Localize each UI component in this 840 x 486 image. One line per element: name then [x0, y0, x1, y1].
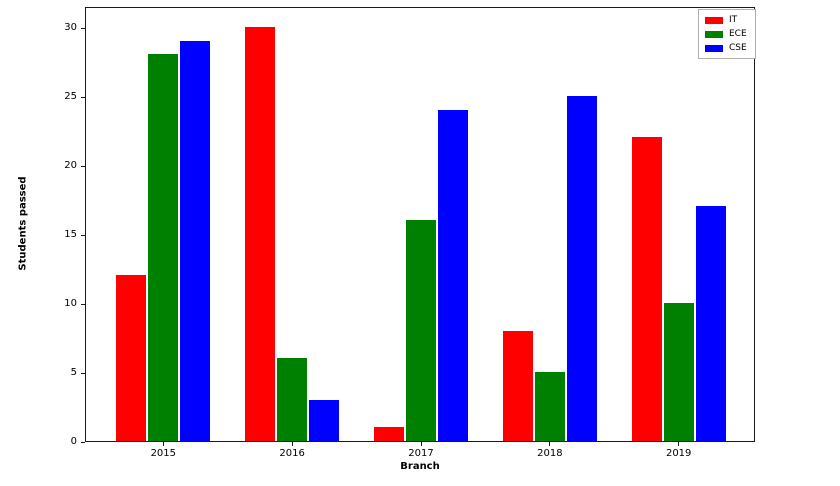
ece-series-swatch [705, 30, 723, 38]
x-tick-mark [291, 442, 293, 446]
bar-ece-2019 [663, 302, 694, 441]
it-series-swatch [705, 16, 723, 24]
bar-it-2019 [631, 137, 662, 441]
bar-ece-2017 [406, 220, 436, 441]
bar-cse-2019 [695, 206, 726, 441]
y-tick-label: 15 [64, 228, 77, 240]
y-tick-mark [81, 96, 85, 98]
y-tick-label: 25 [64, 90, 77, 102]
y-tick-label: 10 [64, 297, 77, 309]
bar-cse-2018 [566, 95, 597, 441]
bar-cse-2017 [438, 109, 468, 441]
x-tick-mark [420, 442, 422, 446]
y-tick-label: 30 [64, 21, 77, 33]
bar-ece-2015 [148, 54, 179, 441]
y-tick-label: 5 [70, 366, 77, 378]
y-tick-mark [81, 234, 85, 236]
x-tick-label: 2016 [279, 448, 305, 459]
legend-label-ece: ECE [729, 29, 747, 39]
legend-item-it: IT [705, 15, 747, 25]
y-tick-mark [81, 165, 85, 167]
y-tick-mark [81, 303, 85, 305]
bar-it-2015 [116, 275, 147, 441]
y-tick-label: 0 [70, 436, 77, 447]
y-tick-mark [81, 27, 85, 29]
legend: IT ECE CSE [698, 9, 756, 59]
y-tick-mark [81, 442, 85, 443]
bar-cse-2016 [309, 399, 340, 441]
y-tick-mark [81, 372, 85, 374]
legend-label-it: IT [729, 15, 738, 25]
x-tick-mark [678, 442, 680, 446]
bar-it-2017 [374, 427, 404, 441]
x-axis-label: Branch [400, 461, 440, 472]
x-tick-label: 2015 [150, 448, 177, 459]
legend-label-cse: CSE [729, 43, 747, 53]
bar-ece-2016 [277, 358, 308, 441]
y-axis-label: Students passed [17, 176, 29, 271]
bar-ece-2018 [534, 371, 565, 441]
legend-item-ece: ECE [705, 29, 747, 39]
cse-series-swatch [705, 44, 723, 52]
x-tick-label: 2018 [537, 448, 563, 459]
x-tick-label: 2017 [408, 448, 434, 459]
bar-it-2016 [245, 26, 276, 441]
x-tick-mark [162, 442, 164, 446]
plot-area: 2015 2016 2017 2018 2019 0 5 10 15 20 25 30 [64, 7, 755, 459]
x-tick-mark [549, 442, 551, 446]
y-tick-label: 20 [64, 159, 77, 171]
bar-cse-2015 [180, 40, 211, 441]
x-tick-label: 2019 [665, 448, 692, 459]
legend-item-cse: CSE [705, 43, 747, 53]
bar-it-2018 [502, 330, 533, 441]
